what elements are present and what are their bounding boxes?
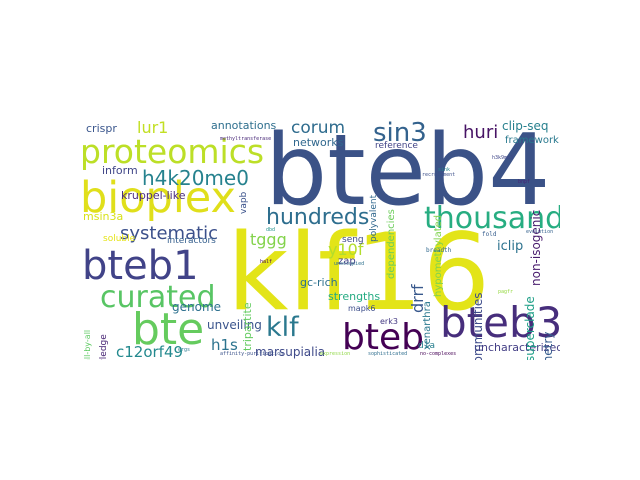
word-h3k9me3: h3k9me3 — [492, 155, 514, 161]
word-expression: expression — [320, 351, 351, 357]
word-networks: networks — [293, 136, 344, 149]
word-bteb1: bteb1 — [82, 243, 199, 289]
word-lur1: lur1 — [137, 120, 169, 137]
word-iclip: iclip — [497, 239, 524, 254]
word-clip-seq: clip-seq — [502, 120, 549, 133]
word-sin3: sin3 — [373, 120, 427, 148]
word-klf16: klf16 — [227, 211, 491, 334]
word-interactors: interactors — [167, 236, 216, 246]
word-evolution: evolution — [526, 229, 554, 235]
word-methyltransferase: methyltransferase — [220, 136, 272, 142]
word-spectrometry: spectrometry — [541, 332, 555, 360]
word-curated: curated — [100, 280, 216, 315]
word-y10f: y10f — [328, 240, 364, 259]
word-hypomethylated: hypomethylated — [433, 214, 444, 297]
word-affinity-purification: affinity-purification — [220, 351, 284, 357]
word-half: half — [260, 259, 273, 265]
word-genome: genome — [172, 300, 222, 314]
word-crispr: crispr — [86, 122, 117, 135]
word-marsupialia: marsupialia — [255, 345, 326, 359]
word-ergs: ergs — [178, 347, 191, 353]
word-seng: seng — [342, 235, 364, 245]
word-strengths: strengths — [328, 290, 381, 303]
word-bteb4: bteb4 — [265, 120, 551, 228]
word-mapk6: mapk6 — [348, 304, 376, 313]
word-c12orf49: c12orf49 — [116, 343, 184, 360]
word-kruppel-like: kruppel-like — [121, 189, 186, 202]
word-unveiling: unveiling — [207, 318, 262, 332]
word-proteomics: proteomics — [80, 132, 265, 171]
word-bioplex: bioplex — [80, 173, 236, 223]
word-superclade: superclade — [523, 296, 537, 360]
word-tggg: tggg — [250, 230, 287, 249]
word-bteb: bteb — [342, 317, 424, 358]
word-d1a: d1a — [418, 341, 435, 351]
word-msin3a: msin3a — [83, 210, 124, 223]
word-dbd: dbd — [266, 227, 276, 233]
word-recruitment: recruitment — [422, 172, 456, 178]
word-soluble: soluble — [103, 234, 136, 244]
word-hundreds: hundreds — [266, 205, 370, 230]
word-h1s: h1s — [211, 336, 238, 354]
word-polyvalent: polyvalent — [369, 194, 379, 242]
word-zap: zap — [338, 256, 356, 267]
word-knowledge: knowledge — [99, 334, 109, 360]
word-non-isogenic: non-isogenic — [529, 209, 543, 286]
word-klf: klf — [266, 312, 299, 343]
word-sink: sink — [438, 167, 451, 173]
word-fold: fold — [482, 231, 497, 238]
word-h4k20me0: h4k20me0 — [142, 166, 249, 190]
word-cloud: klf16 bteb4 bioplex proteomics bteb1 tho… — [80, 120, 560, 360]
word-annotations: annotations — [211, 120, 277, 132]
word-xenarthra: xenarthra — [422, 301, 433, 350]
word-communities: communities — [471, 292, 485, 360]
word-inform: inform — [102, 164, 138, 177]
word-systematic: systematic — [120, 223, 219, 244]
word-uncharacterized: uncharacterized — [474, 341, 560, 354]
word-dependencies: dependencies — [386, 209, 397, 279]
word-breadth: breadth — [426, 247, 452, 254]
word-framework: framework — [505, 135, 559, 146]
word-bte: bte — [132, 304, 205, 355]
word-unoccupied: unoccupied — [334, 261, 365, 267]
word-gc-rich: gc-rich — [300, 276, 338, 289]
word-huri: huri — [463, 122, 499, 143]
word-erk3: erk3 — [380, 317, 398, 326]
word-sophisticated: sophisticated — [368, 351, 408, 357]
word-thousands: thousands — [424, 201, 560, 236]
word-all-by-all: all-by-all — [83, 329, 92, 360]
word-bteb3: bteb3 — [440, 298, 560, 347]
word-reference: reference — [375, 141, 418, 151]
word-tripartite: tripartite — [241, 302, 254, 351]
word-no-complexes: no-complexes — [420, 351, 457, 357]
word-vapb: vapb — [239, 191, 249, 214]
word-bnpf: bnpf — [518, 179, 531, 185]
word-corum: corum — [291, 120, 346, 138]
word-pagfr: pagfr — [498, 289, 514, 295]
